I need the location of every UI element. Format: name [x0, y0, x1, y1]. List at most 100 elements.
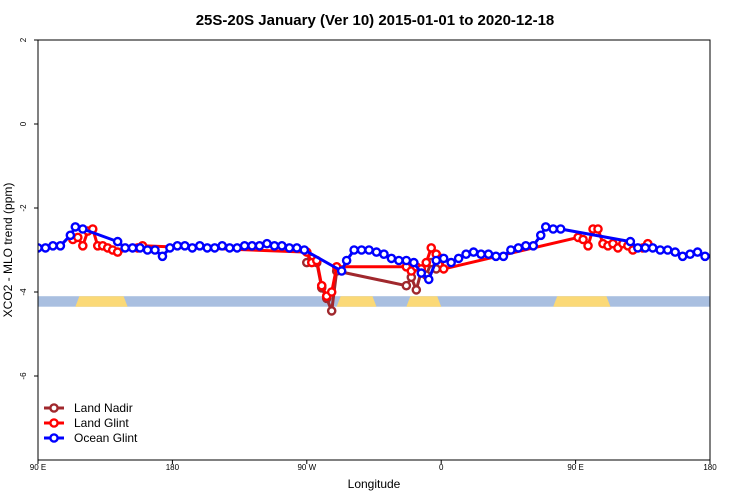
land-glint-point-29 [578, 234, 588, 245]
ocean-glint-point-28 [269, 240, 280, 251]
ocean-glint-point-68 [655, 245, 666, 255]
ocean-glint-point-61 [540, 222, 551, 232]
land-glint-point-17 [326, 287, 337, 297]
legend-marker-land-glint [49, 418, 59, 428]
ocean-glint-point-41 [394, 255, 404, 266]
land-glint-point-9 [112, 247, 123, 257]
land-glint-line [72, 227, 649, 298]
ocean-glint-point-55 [498, 251, 509, 262]
land-glint-point-30 [583, 240, 593, 251]
ocean-glint-point-32 [299, 245, 310, 255]
y-axis-label: XCO2 - MLO trend (ppm) [1, 183, 15, 318]
x-tick-label-4: 90 E [567, 463, 583, 472]
legend-marker-ocean-glint [49, 433, 59, 443]
ocean-glint-point-26 [254, 240, 265, 251]
land-ocean-band [38, 296, 710, 307]
ocean-glint-point-40 [386, 253, 397, 264]
legend-label-land-glint: Land Glint [74, 416, 129, 430]
ocean-glint-point-30 [284, 243, 295, 253]
y-tick-label-4: -6 [19, 372, 28, 380]
ocean-glint-point-17 [187, 243, 198, 253]
ocean-glint-point-15 [172, 240, 183, 251]
ocean-glint-point-3 [55, 240, 66, 251]
legend-item-land-glint: Land Glint [44, 416, 129, 430]
land-nadir-point-9 [411, 285, 422, 295]
ocean-glint-point-62 [548, 224, 559, 234]
land-glint-point-27 [438, 264, 449, 274]
land-nadir-point-5 [326, 306, 337, 316]
land-nadir-point-7 [401, 280, 412, 291]
ocean-glint-point-6 [78, 224, 88, 234]
plot-frame [37, 39, 711, 461]
ocean-glint-point-9 [127, 243, 138, 253]
ocean-glint-point-33 [336, 266, 347, 276]
ocean-glint-point-69 [662, 245, 673, 255]
legend-label-ocean-glint: Ocean Glint [74, 431, 138, 445]
ocean-glint-point-73 [692, 247, 703, 257]
x-axis-ticks: 90 E 180 90 W 0 90 E 180 [30, 460, 717, 472]
legend-item-ocean-glint: Ocean Glint [44, 431, 138, 445]
ocean-glint-point-25 [247, 240, 257, 251]
ocean-glint-point-36 [356, 245, 367, 255]
y-tick-label-0: 2 [19, 37, 28, 42]
ocean-glint-point-39 [379, 249, 389, 259]
ocean-glint-point-47 [438, 253, 449, 264]
x-axis-label: Longitude [348, 477, 401, 491]
ocean-glint-point-18 [194, 240, 205, 251]
land-segment-3 [553, 296, 611, 307]
y-tick-label-1: 0 [19, 121, 28, 126]
x-tick-label-0: 90 E [30, 463, 46, 472]
ocean-glint-point-43 [409, 257, 419, 268]
ocean-glint-point-71 [677, 251, 688, 262]
ocean-glint-point-70 [670, 247, 680, 257]
x-tick-label-1: 180 [166, 463, 180, 472]
ocean-glint-point-63 [555, 224, 566, 234]
land-segment-2 [406, 296, 442, 307]
ocean-glint-point-4 [65, 230, 76, 241]
ocean-glint-point-27 [262, 238, 272, 249]
ocean-glint-point-1 [40, 243, 51, 253]
legend-item-land-nadir: Land Nadir [44, 401, 133, 415]
ocean-glint-point-19 [202, 243, 213, 253]
ocean-glint-point-49 [453, 253, 464, 264]
land-segment-0 [75, 296, 128, 307]
land-segment-1 [336, 296, 377, 307]
ocean-glint-point-52 [476, 249, 486, 259]
ocean-glint-point-20 [209, 243, 220, 253]
ocean-glint-point-16 [180, 240, 190, 251]
ocean-glint-point-8 [120, 243, 130, 253]
land-glint-point-15 [316, 280, 327, 291]
ocean-glint-point-31 [292, 243, 302, 253]
land-glint-point-2 [78, 240, 88, 251]
ocean-glint-point-38 [371, 247, 382, 257]
x-tick-label-2: 90 W [297, 463, 316, 472]
ocean-glint-point-66 [640, 243, 651, 253]
ocean-glint-point-56 [506, 245, 516, 255]
ocean-glint-point-35 [349, 245, 359, 255]
ocean-glint-point-53 [483, 249, 494, 259]
ocean-glint-point-44 [416, 268, 427, 278]
ocean-glint-point-59 [528, 240, 539, 251]
ocean-glint-point-64 [625, 236, 636, 247]
land-glint-point-32 [593, 224, 603, 234]
ocean-glint-point-54 [491, 251, 501, 262]
ocean-glint-point-7 [112, 236, 123, 247]
series-group [38, 222, 710, 316]
ocean-glint-point-34 [341, 255, 352, 266]
ocean-glint-point-60 [535, 230, 546, 241]
land-glint-point-23 [421, 257, 432, 268]
ocean-glint-point-51 [468, 247, 479, 257]
chart-title: 25S-20S January (Ver 10) 2015-01-01 to 2… [196, 12, 555, 29]
ocean-glint-point-11 [142, 245, 153, 255]
series-land-glint [68, 224, 653, 302]
ocean-glint-point-13 [157, 251, 168, 262]
legend-marker-land-nadir [49, 403, 59, 413]
ocean-glint-point-45 [423, 274, 434, 285]
y-tick-label-3: -4 [19, 288, 28, 296]
land-glint-point-1 [73, 232, 83, 243]
ocean-glint-point-67 [647, 243, 658, 253]
ocean-glint-point-14 [165, 243, 175, 253]
ocean-glint-point-58 [521, 240, 531, 251]
